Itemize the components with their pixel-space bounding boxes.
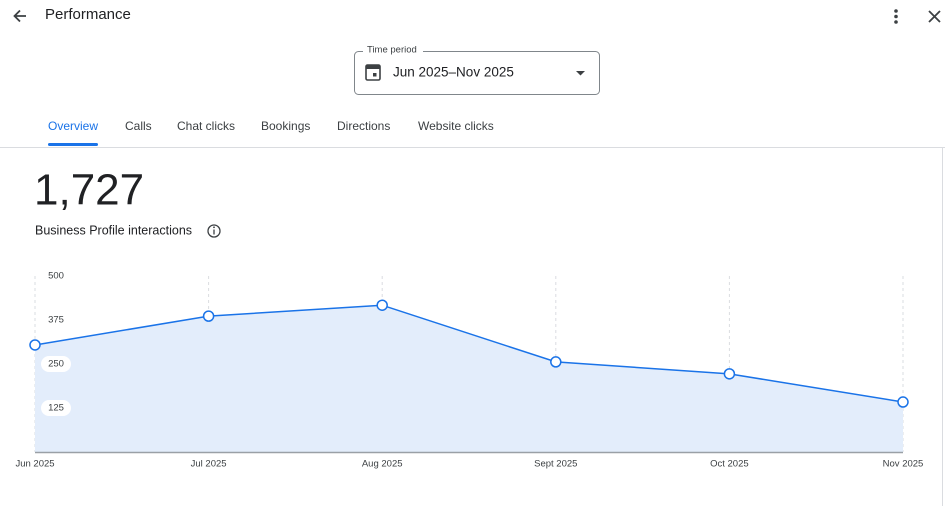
y-tick-label: 125 — [48, 403, 64, 414]
point[interactable] — [29, 339, 41, 351]
metric-label: Business Profile interactions — [35, 223, 192, 237]
x-tick-label: Sept 2025 — [534, 459, 577, 470]
point[interactable] — [550, 356, 562, 368]
select-value: Jun 2025–Nov 2025 — [393, 65, 514, 80]
point[interactable] — [202, 310, 215, 322]
page-title: Performance — [45, 6, 131, 23]
dropdown-arrow — [576, 71, 585, 76]
y-tick-pill — [41, 356, 71, 372]
tab[interactable]: Website clicks — [418, 119, 494, 133]
tab[interactable]: Bookings — [261, 119, 310, 133]
x-tick-label: Jun 2025 — [15, 459, 54, 470]
calendar-icon — [365, 64, 381, 81]
tab[interactable]: Chat clicks — [177, 119, 235, 133]
line — [34, 304, 904, 403]
select-label: Time period — [367, 45, 417, 56]
x-tick-label: Aug 2025 — [362, 459, 403, 470]
total-value: 1,727 — [34, 166, 144, 215]
chart: 125 250 375 500 Jun 2025 Jul 2025 Aug 2025 Sept… — [15, 268, 923, 470]
tab[interactable]: Calls — [125, 119, 152, 133]
y-tick-label: 375 — [48, 315, 64, 326]
more-button[interactable] — [894, 9, 898, 24]
point[interactable] — [897, 396, 909, 408]
tab[interactable]: Overview — [48, 119, 98, 133]
time-period-select[interactable]: Time period Jun 2025–Nov 2025 — [354, 45, 600, 95]
area — [35, 305, 903, 452]
point[interactable] — [723, 368, 736, 380]
tab[interactable]: Directions — [337, 119, 390, 133]
y-tick-label: 250 — [48, 359, 64, 370]
y-tick-pill — [41, 312, 71, 328]
x-tick-label: Oct 2025 — [710, 459, 749, 470]
info-icon[interactable] — [207, 224, 221, 238]
close-button[interactable] — [928, 10, 941, 23]
back-button[interactable] — [13, 9, 27, 23]
x-tick-label: Nov 2025 — [883, 459, 924, 470]
y-tick-label: 500 — [48, 271, 64, 282]
active-tab-indicator — [48, 143, 98, 146]
y-tick-pill — [41, 400, 71, 416]
x-tick-label: Jul 2025 — [191, 459, 227, 470]
point[interactable] — [376, 299, 388, 311]
y-tick-pill — [41, 268, 71, 284]
